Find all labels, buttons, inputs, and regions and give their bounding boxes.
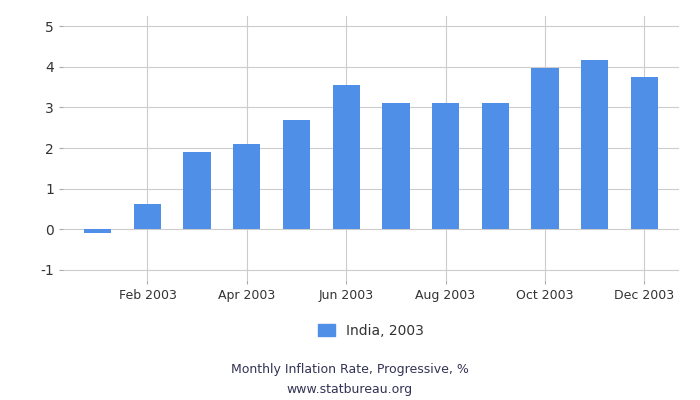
Bar <box>382 103 410 229</box>
Bar <box>482 102 509 229</box>
Bar <box>432 103 459 229</box>
Bar <box>531 68 559 229</box>
Bar <box>283 120 310 229</box>
Bar <box>631 77 658 229</box>
Bar <box>84 229 111 233</box>
Text: Monthly Inflation Rate, Progressive, %: Monthly Inflation Rate, Progressive, % <box>231 364 469 376</box>
Bar <box>332 85 360 229</box>
Legend: India, 2003: India, 2003 <box>318 324 424 338</box>
Bar <box>134 204 161 229</box>
Bar <box>233 144 260 229</box>
Bar <box>183 152 211 229</box>
Text: www.statbureau.org: www.statbureau.org <box>287 384 413 396</box>
Bar <box>581 60 608 229</box>
